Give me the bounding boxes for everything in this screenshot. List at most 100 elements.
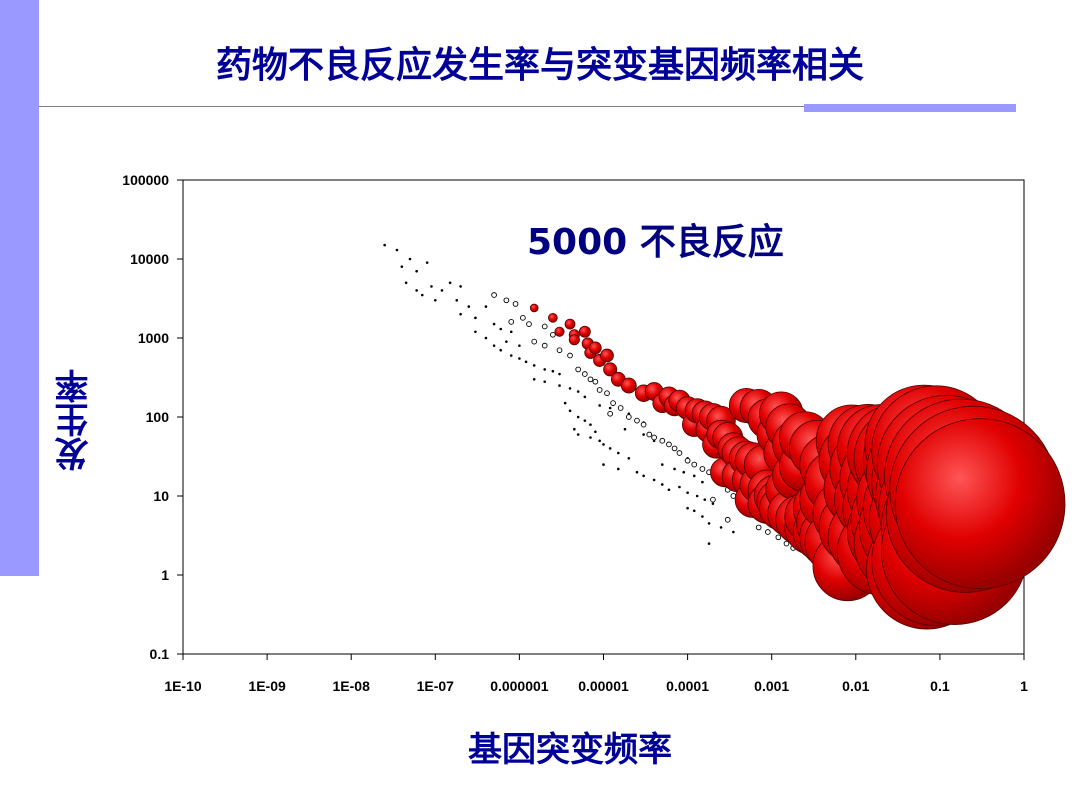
data-point-dot — [440, 289, 444, 292]
data-point-dot — [551, 369, 555, 373]
data-point-dot — [642, 474, 645, 478]
data-point-dot — [400, 265, 404, 268]
chart-annotation: 5000 不良反应 — [527, 222, 784, 263]
data-point-dot — [703, 498, 707, 501]
data-point-dot — [573, 427, 576, 431]
data-point-bubble — [548, 313, 558, 323]
data-point-open — [587, 376, 594, 383]
data-point-open — [617, 405, 624, 411]
data-point-dot — [509, 354, 513, 357]
data-point-dot — [568, 387, 572, 390]
data-point-bubble — [620, 377, 637, 394]
data-point-dot — [455, 299, 459, 302]
data-point-dot — [719, 526, 723, 529]
data-point-open — [651, 434, 657, 441]
data-point-open — [526, 321, 532, 327]
data-point-dot — [532, 364, 536, 367]
y-tick-label: 100 — [146, 409, 170, 425]
data-point-dot — [695, 494, 699, 498]
data-point-bubble — [529, 303, 539, 313]
data-point-dot — [576, 433, 580, 436]
data-point-dot — [589, 436, 592, 439]
data-point-dot — [558, 384, 561, 387]
data-point-dot — [474, 316, 477, 320]
data-point-dot — [617, 467, 620, 471]
data-point-dot — [686, 491, 689, 495]
data-point-dot — [518, 357, 521, 360]
data-point-dot — [608, 447, 612, 450]
data-point-dot — [602, 463, 605, 466]
x-tick-label: 0.001 — [754, 678, 789, 694]
data-point-dot — [701, 480, 704, 484]
data-point-open — [634, 417, 640, 424]
data-point-open — [531, 338, 538, 345]
data-point-dot — [627, 457, 631, 460]
data-point-dot — [608, 406, 612, 410]
data-point-open — [596, 387, 603, 393]
data-point-dot — [576, 390, 580, 393]
data-point-dot — [484, 336, 488, 340]
data-point-dot — [635, 470, 639, 474]
data-point-bubble — [564, 318, 576, 330]
data-point-dot — [623, 427, 627, 431]
y-tick-label: 0.1 — [150, 646, 170, 662]
data-point-dot — [602, 443, 605, 446]
data-point-dot — [499, 348, 503, 352]
y-tick-label: 100000 — [122, 172, 169, 188]
data-point-dot — [459, 285, 462, 288]
x-tick-label: 0.01 — [842, 678, 869, 694]
data-point-dot — [617, 451, 620, 455]
data-point-dot — [652, 478, 656, 482]
data-point-dot — [509, 330, 513, 334]
data-point-dot — [673, 467, 676, 471]
data-point-open — [592, 378, 599, 385]
data-point-open — [541, 342, 548, 349]
data-point-dot — [686, 506, 689, 510]
data-point-open — [541, 323, 548, 330]
data-point-open — [508, 319, 515, 325]
data-point-dot — [425, 261, 429, 264]
data-point-dot — [583, 419, 587, 422]
x-tick-label: 1E-07 — [417, 678, 455, 694]
data-point-dot — [667, 488, 671, 492]
data-point-dot — [492, 344, 496, 347]
data-point-dot — [692, 474, 696, 478]
data-point-dot — [594, 430, 597, 434]
data-point-dot — [707, 542, 711, 545]
x-tick-label: 1E-08 — [333, 678, 371, 694]
data-point-dot — [484, 305, 488, 308]
data-point-dot — [415, 289, 418, 292]
data-point-dot — [543, 368, 547, 371]
left-accent-bar — [0, 0, 39, 576]
data-point-bubble — [894, 418, 1066, 590]
data-point-open — [775, 534, 782, 541]
y-tick-label: 1 — [161, 567, 169, 583]
data-point-open — [520, 314, 526, 321]
data-point-open — [640, 421, 647, 428]
data-point-dot — [467, 305, 471, 308]
data-point-dot — [518, 344, 521, 347]
data-point-dot — [448, 281, 452, 285]
data-point-open — [607, 410, 614, 417]
data-point-dot — [589, 423, 592, 426]
data-point-dot — [711, 502, 715, 505]
data-point-bubble — [554, 326, 565, 337]
data-point-open — [581, 371, 588, 377]
data-point-open — [512, 301, 519, 307]
x-tick-label: 0.1 — [930, 678, 950, 694]
x-tick-label: 0.000001 — [490, 678, 549, 694]
data-point-open — [646, 431, 653, 438]
data-point-dot — [583, 395, 587, 399]
x-tick-labels: 1E-10 1E-09 1E-08 1E-07 0.000001 0.00001 0.000… — [164, 678, 1028, 694]
data-point-bubble — [578, 325, 591, 338]
data-point-open — [625, 414, 632, 420]
x-tick-label: 1E-10 — [164, 678, 202, 694]
data-point-open — [671, 445, 678, 452]
x-tick-label: 1E-09 — [248, 678, 286, 694]
data-point-dot — [492, 322, 496, 326]
data-point-dot — [434, 299, 437, 302]
data-point-open — [676, 450, 683, 456]
data-point-dot — [563, 401, 567, 405]
data-point-bubble — [588, 341, 602, 355]
